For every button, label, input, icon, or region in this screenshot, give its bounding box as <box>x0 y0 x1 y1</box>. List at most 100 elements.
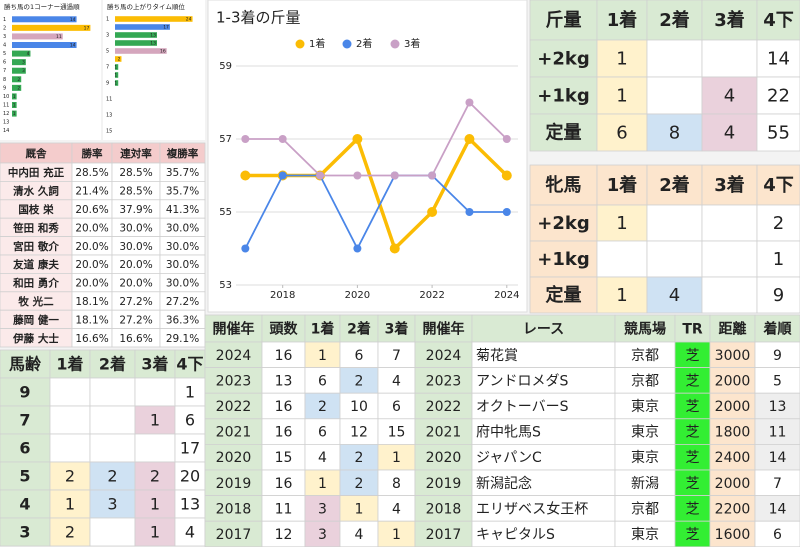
table-header: 国枝 栄 <box>18 203 54 216</box>
table-cell <box>89 405 136 435</box>
table-header: 開催年 <box>213 321 255 338</box>
table-value: 35.7% <box>166 186 199 198</box>
mini-bar <box>12 110 17 117</box>
mini-bar-label: 1 <box>13 111 16 117</box>
table-value: 27.2% <box>119 296 152 308</box>
table-header: 連対率 <box>120 147 152 160</box>
table-value: 10 <box>350 399 368 415</box>
table-value: 新潟 <box>631 476 659 492</box>
table-cell <box>709 367 756 394</box>
table-value: 6 <box>318 373 327 389</box>
table-header: 清水 久詞 <box>13 185 59 198</box>
y-tick-label: 59 <box>219 61 232 72</box>
table-value: 2020 <box>426 450 462 466</box>
table-value: 35.7% <box>166 167 199 179</box>
table-value: 京都 <box>631 348 659 364</box>
series-point <box>241 244 250 253</box>
table-cell <box>49 377 91 407</box>
table-value: 6 <box>392 399 401 415</box>
table-header: 勝率 <box>82 147 103 160</box>
table-header: レース <box>523 322 564 338</box>
table-cell <box>614 469 676 497</box>
table-value: 20.6% <box>75 204 108 216</box>
mini-bar <box>12 102 17 108</box>
series-line <box>244 174 507 251</box>
table-cell <box>754 495 800 522</box>
table-cell <box>646 39 703 78</box>
table-value: 37.9% <box>119 204 152 216</box>
series-point <box>352 134 363 144</box>
table-value: 28.5% <box>119 186 152 198</box>
mini-bar <box>115 40 157 46</box>
table-cell <box>646 240 703 278</box>
table-header: 定量 <box>546 122 582 144</box>
mini-bar <box>12 84 22 91</box>
table-value: 1 <box>616 285 627 306</box>
table-value: 15 <box>388 425 406 441</box>
table-cell <box>756 39 800 78</box>
table-header: 頭数 <box>270 321 299 338</box>
table-cell <box>304 443 341 471</box>
table-cell <box>709 418 756 445</box>
mini-bar <box>115 16 193 22</box>
table-value: 2022 <box>216 399 252 415</box>
table-header: 9 <box>19 383 30 402</box>
table-value: 4 <box>724 123 735 144</box>
table-value: 5 <box>773 373 782 389</box>
table-value: 20.0% <box>119 278 152 290</box>
table-header: 藤岡 健一 <box>13 313 59 326</box>
table-value: 2023 <box>426 373 462 389</box>
table-header: 開催年 <box>423 321 465 338</box>
table-cell <box>596 76 648 115</box>
table-value: 30.0% <box>119 241 152 253</box>
table-cell <box>756 76 800 115</box>
table-value: 15 <box>275 450 293 466</box>
mini-category-label: 9 <box>106 81 109 87</box>
table-value: 1 <box>318 476 327 492</box>
table-value: 17 <box>180 439 200 458</box>
table-cell <box>701 164 758 206</box>
table-value: 2023 <box>216 373 252 389</box>
table-header: 距離 <box>719 321 747 338</box>
mini-category-label: 7 <box>3 68 6 74</box>
mini-bar-label: 1 <box>13 94 16 100</box>
table-value: 1 <box>150 411 160 430</box>
table-value: 1 <box>185 383 195 402</box>
table-cell <box>701 276 758 314</box>
table-value: 1 <box>392 450 401 466</box>
mini-bar <box>12 93 17 100</box>
table-value: 14 <box>769 501 787 517</box>
mini-category-label: 7 <box>106 65 109 71</box>
table-cell <box>304 392 341 420</box>
series-point <box>501 170 512 181</box>
table-header: 定量 <box>546 284 582 306</box>
table-cell <box>304 341 341 369</box>
table-cell <box>0 461 51 491</box>
table-header: 4 <box>19 495 30 514</box>
table-value: 新潟記念 <box>476 475 532 492</box>
table-value: 2 <box>355 476 364 492</box>
series-point <box>241 135 250 143</box>
table-cell <box>701 0 758 41</box>
table-cell <box>674 520 711 547</box>
series-point <box>502 135 511 143</box>
table-cell <box>261 418 306 445</box>
table-cell <box>471 443 616 471</box>
legend-marker <box>342 39 352 49</box>
table-value: 27.2% <box>119 314 152 326</box>
table-value: 2018 <box>426 501 462 517</box>
table-value: 6 <box>616 123 627 144</box>
table-value: 8 <box>669 123 680 144</box>
table-header: TR <box>682 322 703 338</box>
mini-category-label: 13 <box>106 113 112 119</box>
table-value: 芝 <box>686 399 700 415</box>
table-value: 6 <box>185 411 195 430</box>
table-cell <box>89 433 136 463</box>
table-header: 4下 <box>176 355 203 374</box>
table-header: 4下 <box>763 10 794 31</box>
table-cell <box>204 469 263 497</box>
table-value: 2 <box>65 523 75 542</box>
y-tick-label: 55 <box>219 207 232 218</box>
table-header: 斤量 <box>546 9 582 31</box>
table-header: 着順 <box>763 321 793 338</box>
